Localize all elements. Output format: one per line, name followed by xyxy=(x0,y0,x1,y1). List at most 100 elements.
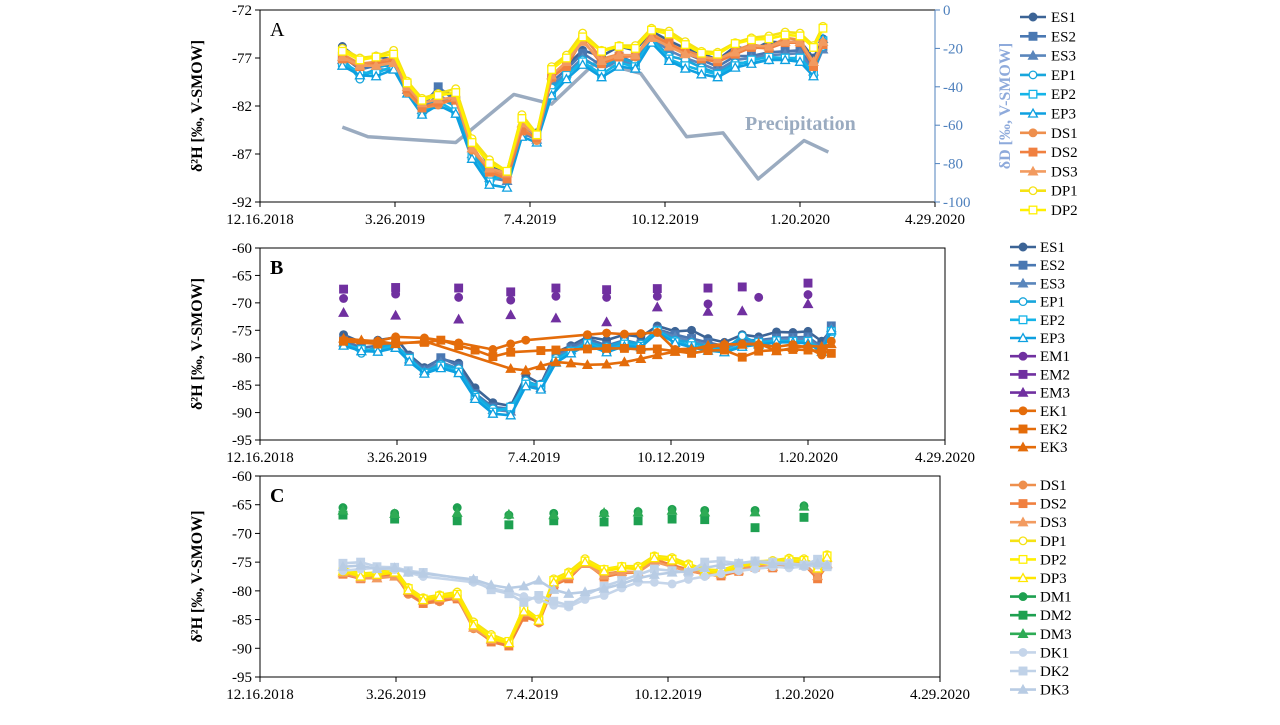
data-point-EP3 xyxy=(808,70,819,81)
legend-label: ES2 xyxy=(1040,258,1065,274)
data-point-DP2 xyxy=(780,30,790,40)
legend-label: ES1 xyxy=(1040,240,1065,256)
data-point-DP3 xyxy=(563,569,575,579)
data-point-DK3 xyxy=(402,566,414,577)
data-point-DM3 xyxy=(451,507,463,517)
legend-marker-DK3 xyxy=(1017,683,1029,694)
data-point-DS3 xyxy=(812,570,824,581)
data-point-DP2 xyxy=(809,42,818,52)
data-point-EK2 xyxy=(826,348,836,358)
data-point-DS3 xyxy=(466,142,478,153)
data-point-DP3 xyxy=(371,569,383,579)
data-point-DP2 xyxy=(818,23,828,33)
legend-item-DK3: DK3 xyxy=(1010,683,1069,699)
data-point-DP3 xyxy=(666,554,678,565)
data-point-DK3 xyxy=(468,573,479,584)
precipitation-annotation: Precipitation xyxy=(745,113,856,135)
legend-item-DS1: DS1 xyxy=(1020,126,1078,142)
data-point-EK3 xyxy=(520,364,532,375)
data-point-DM2 xyxy=(599,517,609,527)
x-tick-label: 10.12.2019 xyxy=(631,212,699,228)
data-point-EK2 xyxy=(436,335,446,345)
data-point-DS3 xyxy=(370,59,382,70)
series-EM2 xyxy=(339,278,813,297)
legend-item-EP3: EP3 xyxy=(1020,107,1076,123)
data-point-DK3 xyxy=(616,578,628,589)
data-point-DP2 xyxy=(664,29,674,39)
legend-marker-DP1 xyxy=(1018,536,1028,546)
data-point-DP2 xyxy=(562,53,571,63)
legend-label: EK2 xyxy=(1040,422,1068,438)
data-point-DK3 xyxy=(598,582,610,593)
data-point-DM3 xyxy=(337,504,349,515)
data-point-EK1 xyxy=(506,339,516,349)
x-tick-label: 12.16.2018 xyxy=(226,450,294,466)
data-point-EK3 xyxy=(686,343,698,354)
data-point-EK1 xyxy=(619,329,629,339)
legend-marker-EK3 xyxy=(1017,441,1029,452)
data-point-EK2 xyxy=(582,344,592,354)
y-tick-label: -65 xyxy=(232,498,252,514)
data-point-DP2 xyxy=(597,46,606,56)
x-tick-label: 10.12.2019 xyxy=(634,687,702,703)
legend-label: DK1 xyxy=(1040,645,1069,661)
data-point-DK3 xyxy=(798,559,810,570)
data-point-EP3 xyxy=(745,58,757,68)
data-point-DS3 xyxy=(763,40,775,51)
legend-item-DK1: DK1 xyxy=(1010,645,1069,661)
y-tick-label: -90 xyxy=(232,641,252,657)
legend-marker-EM1 xyxy=(1018,351,1028,361)
data-point-DP2 xyxy=(467,138,477,147)
data-point-EK3 xyxy=(771,345,782,356)
y-tick-label: -80 xyxy=(232,584,252,600)
data-point-DK1 xyxy=(649,577,659,587)
legend-item-EK3: EK3 xyxy=(1010,440,1068,456)
legend-marker-DM2 xyxy=(1018,610,1028,620)
data-point-EM1 xyxy=(454,292,464,302)
x-tick-label: 10.12.2019 xyxy=(637,450,705,466)
legend-marker-DS3 xyxy=(1027,165,1039,176)
data-point-DS3 xyxy=(613,49,625,60)
data-point-DP2 xyxy=(451,88,461,98)
data-point-DP2 xyxy=(389,49,399,59)
data-point-DM3 xyxy=(548,509,560,520)
data-point-DP3 xyxy=(579,556,591,567)
data-point-DP2 xyxy=(417,95,427,105)
series-DK3 xyxy=(337,555,833,598)
data-point-EM1 xyxy=(551,291,561,301)
data-point-DP2 xyxy=(764,34,774,44)
series-EM3 xyxy=(338,298,814,327)
legend-marker-DK1 xyxy=(1018,647,1028,657)
data-point-DP2 xyxy=(433,90,443,100)
data-point-EK2 xyxy=(636,345,646,354)
data-point-EP3 xyxy=(372,345,384,356)
right-tick-label: 0 xyxy=(943,3,951,19)
data-point-DM3 xyxy=(699,506,711,517)
data-point-EP3 xyxy=(679,62,691,73)
legend-marker-EM3 xyxy=(1017,386,1029,397)
series-EM1 xyxy=(339,289,813,309)
legend-item-DP3: DP3 xyxy=(1010,571,1067,587)
data-point-DP3 xyxy=(518,605,530,616)
data-point-EK3 xyxy=(787,342,799,352)
data-point-EP3 xyxy=(450,107,462,118)
data-point-EM3 xyxy=(651,301,663,312)
data-point-DM3 xyxy=(798,500,810,511)
data-point-EK3 xyxy=(601,358,613,369)
legend-item-DM3: DM3 xyxy=(1010,627,1072,643)
legend-label: EP2 xyxy=(1040,313,1065,329)
data-point-DK2 xyxy=(519,597,529,607)
data-point-EM2 xyxy=(737,282,747,292)
data-point-DK3 xyxy=(389,562,401,573)
data-point-EK1 xyxy=(636,329,646,339)
legend-item-DP1: DP1 xyxy=(1010,534,1067,550)
data-point-DK3 xyxy=(821,559,833,570)
data-point-DP3 xyxy=(503,637,515,648)
legend-label: EK3 xyxy=(1040,440,1068,456)
data-point-DS3 xyxy=(354,59,366,70)
legend-label: EP1 xyxy=(1051,68,1076,84)
legend-marker-EM2 xyxy=(1018,369,1028,379)
data-point-EP3 xyxy=(825,324,837,335)
data-point-DP3 xyxy=(533,615,545,625)
legend-label: DM2 xyxy=(1040,608,1072,624)
